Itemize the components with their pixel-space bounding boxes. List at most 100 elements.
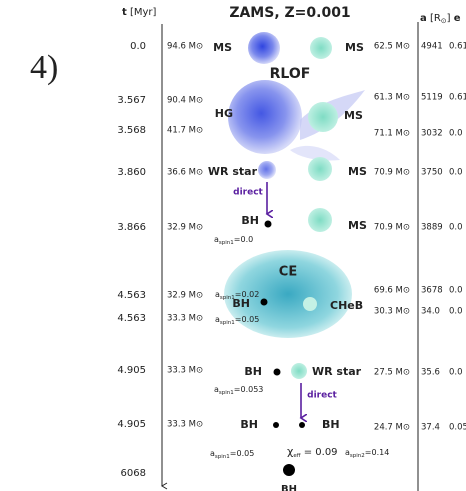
time: 3.567 xyxy=(117,95,146,106)
separation: 34.0 xyxy=(421,307,440,317)
separation: 3678 xyxy=(421,286,443,296)
panel-label: 4) xyxy=(30,49,58,86)
mass: 70.9 M⊙ xyxy=(374,223,410,233)
stage-label: MS xyxy=(348,165,367,178)
eccentricity: 0.0 xyxy=(449,168,463,178)
star xyxy=(303,297,317,311)
separation-header: a [R⊙] e xyxy=(420,13,461,25)
stage-label: MS xyxy=(348,219,367,232)
spin-value: =0.02 xyxy=(235,290,260,299)
mass: 27.5 M⊙ xyxy=(374,368,410,378)
black-hole xyxy=(261,299,268,306)
spin-label: aspin1=0.05 xyxy=(210,449,254,460)
spin-label: aspin1=0.053 xyxy=(214,385,263,396)
spin-value: =0.05 xyxy=(230,449,255,458)
star xyxy=(258,161,276,179)
diagram: 4) t [Myr] ZAMS, Z=0.001 a [R⊙] e 0.0 94.… xyxy=(0,0,466,491)
eccentricity: 0.61 xyxy=(449,93,466,103)
stage-label: MS xyxy=(213,41,232,54)
time: 4.905 xyxy=(117,419,146,430)
time: 0.0 xyxy=(130,41,146,52)
title: ZAMS, Z=0.001 xyxy=(229,5,350,21)
stage-label: RLOF xyxy=(270,66,311,82)
spin-subscript: spin1 xyxy=(219,390,234,396)
star xyxy=(291,363,307,379)
mass: 32.9 M⊙ xyxy=(167,223,203,233)
eccentricity: 0.0 xyxy=(449,307,463,317)
spin-label: χeff = 0.09 xyxy=(287,445,338,459)
stage-label: MS xyxy=(345,41,364,54)
stage-label: WR star xyxy=(312,365,362,378)
mass: 70.9 M⊙ xyxy=(374,168,410,178)
time: 4.563 xyxy=(117,290,146,301)
stage-label: BH xyxy=(244,365,262,378)
mass: 30.3 M⊙ xyxy=(374,307,410,317)
mass: 61.3 M⊙ xyxy=(374,93,410,103)
mass: 33.3 M⊙ xyxy=(167,314,203,324)
stage-label: HG xyxy=(215,107,233,120)
spin-subscript: spin1 xyxy=(215,454,230,460)
separation: 37.4 xyxy=(421,423,440,433)
mass: 33.3 M⊙ xyxy=(167,420,203,430)
separation: 3750 xyxy=(421,168,443,178)
separation: 5119 xyxy=(421,93,443,103)
star xyxy=(308,208,332,232)
separation: 3032 xyxy=(421,129,443,139)
black-hole xyxy=(273,422,279,428)
separation: 35.6 xyxy=(421,368,440,378)
spin-value: =0.14 xyxy=(365,448,390,457)
spin-value: = 0.09 xyxy=(301,447,338,458)
stage-label: BH xyxy=(281,484,297,491)
stage-label: direct xyxy=(307,391,337,401)
stage-label: WR star xyxy=(208,165,258,178)
black-hole xyxy=(274,369,281,376)
black-hole xyxy=(299,422,305,428)
time: 6068 xyxy=(121,468,146,479)
mass: 36.6 M⊙ xyxy=(167,168,203,178)
spin-value: =0.053 xyxy=(234,385,264,394)
separation: 3889 xyxy=(421,223,443,233)
spin-subscript: spin2 xyxy=(350,453,365,459)
stage-label: BH xyxy=(232,297,250,310)
star xyxy=(308,157,332,181)
spin-value: =0.0 xyxy=(234,235,253,244)
eccentricity: 0.0 xyxy=(449,223,463,233)
time: 3.568 xyxy=(117,125,146,136)
spin-subscript: spin1 xyxy=(219,240,234,246)
spin-subscript: spin1 xyxy=(220,320,235,326)
mass: 32.9 M⊙ xyxy=(167,291,203,301)
time-header: t [Myr] xyxy=(122,7,157,18)
mass: 71.1 M⊙ xyxy=(374,129,410,139)
mass: 62.5 M⊙ xyxy=(374,42,410,52)
star xyxy=(308,102,338,132)
star xyxy=(228,80,302,154)
mass: 69.6 M⊙ xyxy=(374,286,410,296)
stage-label: BH xyxy=(240,418,258,431)
eccentricity: 0.0 xyxy=(449,129,463,139)
spin-label: aspin2=0.14 xyxy=(345,448,389,459)
stage-label: MS xyxy=(344,109,363,122)
page: {"panel_label": "4)", "header": {"time_s… xyxy=(0,0,466,491)
eccentricity: 0.0 xyxy=(449,286,463,296)
mass: 90.4 M⊙ xyxy=(167,96,203,106)
stage-label: CHeB xyxy=(330,299,363,312)
black-hole xyxy=(265,221,272,228)
spin-value: =0.05 xyxy=(235,315,260,324)
mass: 41.7 M⊙ xyxy=(167,126,203,136)
separation: 4941 xyxy=(421,42,443,52)
black-hole xyxy=(283,464,295,476)
eccentricity: 0.61 xyxy=(449,42,466,52)
star xyxy=(248,32,280,64)
star xyxy=(310,37,332,59)
mass: 24.7 M⊙ xyxy=(374,423,410,433)
stage-label: BH xyxy=(241,214,259,227)
eccentricity: 0.05 xyxy=(449,423,466,433)
mass: 33.3 M⊙ xyxy=(167,366,203,376)
spin-subscript: spin1 xyxy=(220,295,235,301)
mass: 94.6 M⊙ xyxy=(167,42,203,52)
time: 3.860 xyxy=(117,167,146,178)
time: 3.866 xyxy=(117,222,146,233)
time: 4.563 xyxy=(117,313,146,324)
time: 4.905 xyxy=(117,365,146,376)
stage-label: CE xyxy=(279,265,297,280)
